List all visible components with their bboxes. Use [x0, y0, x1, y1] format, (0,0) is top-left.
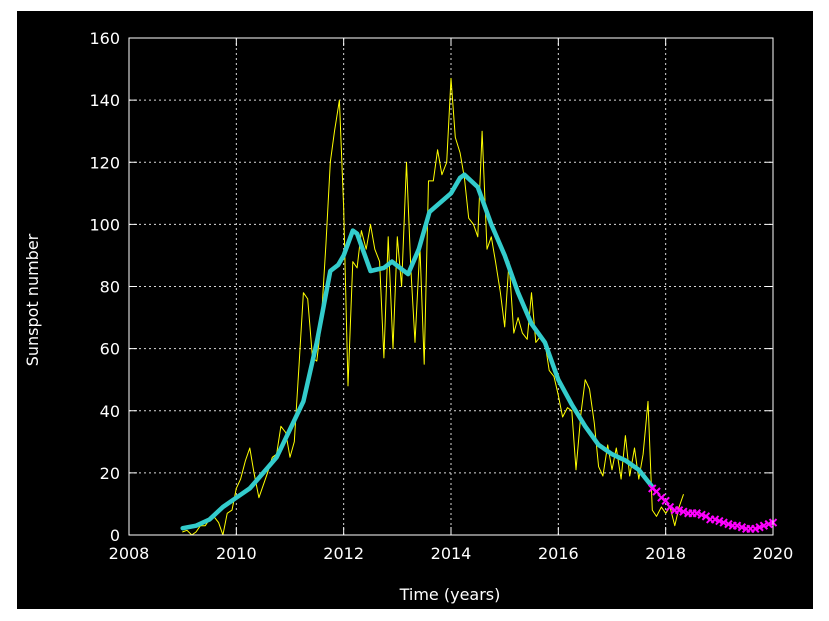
- chart-panel: 2008 2010 2012 2014 2016 2018 2020 0 20 40 60 80 100…: [17, 11, 813, 609]
- y-tick-label: 140: [89, 91, 120, 110]
- data-point: [661, 496, 670, 506]
- series-thick-smoothed: [180, 172, 655, 531]
- series-thin-line: [182, 77, 684, 536]
- x-tick-label: 2020: [753, 544, 794, 563]
- y-tick-label: 40: [100, 402, 120, 421]
- y-tick-label: 100: [89, 215, 120, 234]
- x-tick-label: 2012: [323, 544, 364, 563]
- y-tick-label: 160: [89, 29, 120, 48]
- y-tick-label: 60: [100, 340, 120, 359]
- y-tick-label: 120: [89, 153, 120, 172]
- y-tick-label: 0: [110, 526, 120, 545]
- series-crosses: [648, 484, 778, 533]
- grid-lines: [129, 38, 773, 535]
- y-tick-label: 80: [100, 278, 120, 297]
- x-tick-label: 2014: [431, 544, 472, 563]
- axis-ticks: 2008 2010 2012 2014 2016 2018 2020 0 20 40 60 80 100…: [89, 29, 793, 563]
- sunspot-chart: 2008 2010 2012 2014 2016 2018 2020 0 20 40 60 80 100…: [23, 29, 793, 604]
- data-point: [665, 502, 675, 512]
- y-tick-label: 20: [100, 464, 120, 483]
- x-tick-label: 2018: [645, 544, 686, 563]
- y-axis-title: Sunspot number: [23, 233, 42, 366]
- data-series: [180, 77, 778, 536]
- x-tick-label: 2010: [216, 544, 257, 563]
- x-tick-label: 2016: [538, 544, 579, 563]
- x-tick-label: 2008: [109, 544, 150, 563]
- monthly-series-line: [182, 77, 684, 536]
- x-axis-title: Time (years): [399, 585, 501, 604]
- smoothed-series-line: [180, 172, 655, 531]
